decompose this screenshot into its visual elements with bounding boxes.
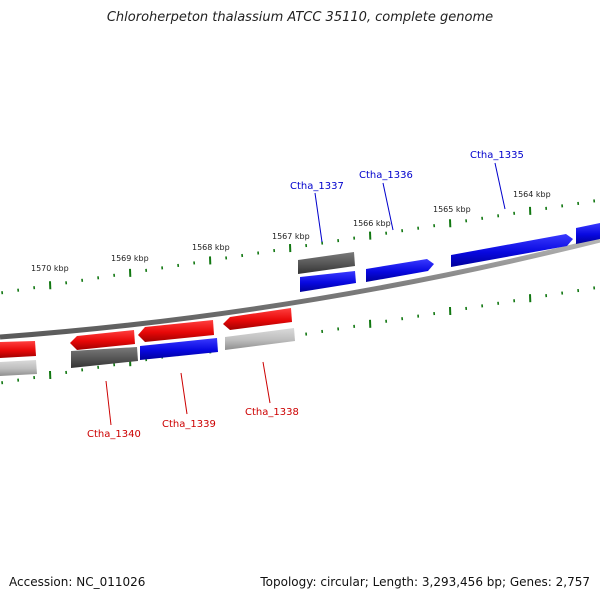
gene-arrow-ctha-1337[interactable] [300,271,356,292]
scale-label-1564: 1564 kbp [513,190,551,199]
reverse-strand [0,308,295,376]
gene-label-ctha-1340[interactable]: Ctha_1340 [87,429,141,440]
gene-arrow-partial-right [576,223,600,244]
leader-ctha-1338 [262,361,271,404]
scale-label-1566: 1566 kbp [353,219,391,228]
gene-label-ctha-1335[interactable]: Ctha_1335 [470,150,524,161]
accession-text: Accession: NC_011026 [9,575,146,589]
leader-ctha-1340 [105,380,112,426]
scale-label-1568: 1568 kbp [192,243,230,252]
rna-feature-upper [298,252,355,274]
genome-title: Chloroherpeton thalassium ATCC 35110, co… [106,10,494,25]
scale-label-1567: 1567 kbp [272,232,310,241]
gene-arrow-partial-left [0,341,36,358]
rna-feature-lower-2 [71,347,138,368]
leader-ctha-1339 [180,372,188,415]
gene-label-ctha-1338[interactable]: Ctha_1338 [245,407,299,418]
gene-arrow-ctha-1339[interactable] [138,320,214,342]
scale-label-1569: 1569 kbp [111,254,149,263]
gene-arrow-forward-lower [140,338,218,360]
rna-feature-lower-1 [225,328,295,350]
genome-summary-text: Topology: circular; Length: 3,293,456 bp… [260,575,590,589]
gene-label-ctha-1339[interactable]: Ctha_1339 [162,419,216,430]
forward-strand [298,223,600,292]
outer-scale-ticks [1,199,596,295]
gene-arrow-ctha-1335[interactable] [451,234,573,267]
scale-label-1570: 1570 kbp [31,264,69,273]
leader-ctha-1337 [314,192,323,243]
gene-label-ctha-1337[interactable]: Ctha_1337 [290,181,344,192]
rna-feature-lower-3 [0,360,37,376]
scale-label-1565: 1565 kbp [433,205,471,214]
gene-arrow-ctha-1336[interactable] [366,259,434,282]
gene-arrow-ctha-1338[interactable] [223,308,292,330]
leader-ctha-1335 [494,162,506,210]
gene-arrow-ctha-1340[interactable] [70,330,135,350]
gene-label-ctha-1336[interactable]: Ctha_1336 [359,170,413,181]
leader-ctha-1336 [382,182,394,231]
genome-backbone [0,237,600,340]
